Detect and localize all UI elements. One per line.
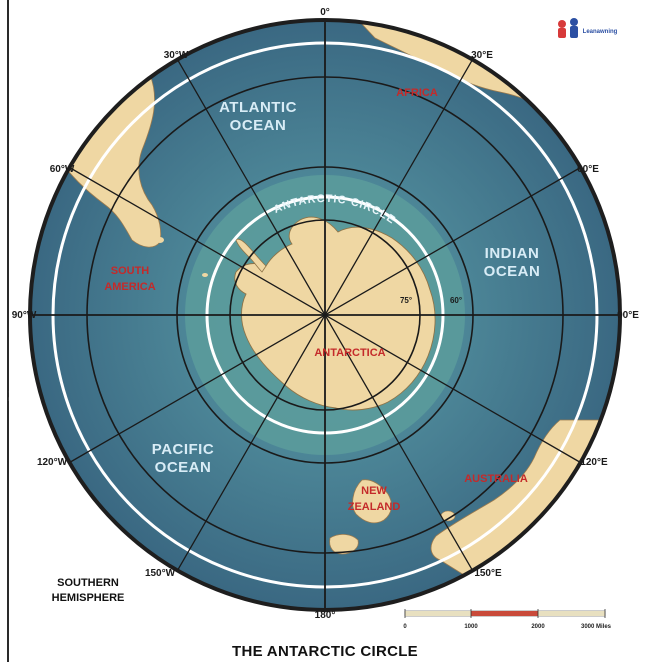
scale-tick-1000: 1000: [464, 624, 478, 630]
longitude-label-120e: 120°E: [580, 457, 608, 468]
new-zealand-label-2: ZEALAND: [348, 501, 401, 513]
longitude-label-90w: 90°W: [12, 310, 37, 321]
longitude-label-30w: 30°W: [164, 50, 189, 61]
scale-bar: [404, 609, 606, 618]
indian-ocean-label: INDIAN: [485, 245, 540, 262]
meridian-line: [176, 59, 474, 571]
pacific-ocean-label-2: OCEAN: [155, 459, 212, 476]
australia-label: AUSTRALIA: [464, 473, 528, 485]
new-zealand-south-island: [329, 534, 359, 555]
scale-tick-0: 0: [403, 624, 407, 630]
tropic-of-capricorn-label: TROPIC OF CAPRICORN: [8, 343, 36, 494]
pacific-ocean-label: PACIFIC: [152, 441, 214, 458]
island: [156, 237, 164, 243]
longitude-label-180: 180°: [315, 610, 336, 621]
south-america-label: SOUTH: [111, 265, 150, 277]
atlantic-ocean-label: ATLANTIC: [219, 99, 297, 116]
hemisphere-label-2: HEMISPHERE: [52, 592, 125, 604]
map-title: THE ANTARCTIC CIRCLE: [232, 643, 418, 660]
svg-text:Leanawning: Leanawning: [583, 29, 618, 35]
longitude-label-120w: 120°W: [37, 457, 68, 468]
atlantic-ocean-label-2: OCEAN: [230, 117, 287, 134]
latitude-label-60: 60°: [450, 296, 462, 305]
scale-tick-2000: 2000: [531, 624, 545, 630]
globe-rim: [28, 18, 622, 612]
new-zealand-label: NEW: [361, 485, 387, 497]
indian-ocean-label-2: OCEAN: [484, 263, 541, 280]
brand-logo: Leanawning: [558, 18, 618, 38]
longitude-label-60e: 60°E: [577, 164, 599, 175]
hemisphere-label: SOUTHERN: [57, 577, 119, 589]
longitude-label-30e: 30°E: [471, 50, 493, 61]
meridian-lines: [30, 20, 620, 610]
longitude-label-90e: 90°E: [617, 310, 639, 321]
africa-label: AFRICA: [396, 87, 438, 99]
longitude-label-0: 0°: [320, 7, 330, 18]
antarctica-label: ANTARCTICA: [314, 347, 385, 359]
longitude-label-60w: 60°W: [50, 164, 75, 175]
scale-tick-3000: 3000 Miles: [581, 624, 612, 630]
latitude-label-75: 75°: [400, 296, 412, 305]
south-america-label-2: AMERICA: [104, 281, 155, 293]
longitude-label-150w: 150°W: [145, 568, 176, 579]
new-zealand-landmass: [352, 479, 392, 524]
island: [202, 273, 208, 277]
longitude-label-150e: 150°E: [474, 568, 502, 579]
